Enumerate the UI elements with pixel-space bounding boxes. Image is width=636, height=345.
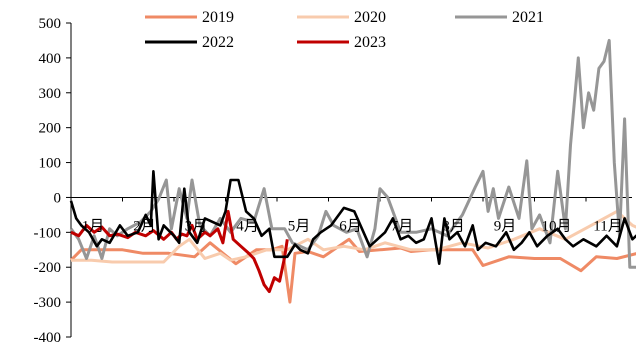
x-tick-label: 9月 <box>494 218 517 234</box>
x-tick-label: 7月 <box>391 218 414 234</box>
chart-axes: -400 -300 -200 -100 0 100 200 300 400 500 <box>34 16 632 345</box>
x-tick-label: 1月 <box>82 218 105 234</box>
x-tick-label: 11月 <box>593 218 622 234</box>
legend-label: 2022 <box>202 34 234 51</box>
x-tick-label: 6月 <box>339 218 362 234</box>
y-tick-label: -200 <box>34 260 62 276</box>
y-tick-label: 100 <box>39 156 62 172</box>
x-tick-label: 10月 <box>541 218 571 234</box>
y-tick-label: 0 <box>54 190 62 206</box>
legend-label: 2019 <box>202 9 234 26</box>
y-tick-label: -100 <box>34 225 62 241</box>
legend-item-2022: 2022 <box>145 34 234 51</box>
y-tick-label: 200 <box>39 121 62 137</box>
y-tick-label: 500 <box>39 16 62 32</box>
x-tick-label: 3月 <box>185 218 208 234</box>
series-line-2021 <box>69 38 636 269</box>
y-tick-label: 400 <box>39 51 62 67</box>
x-tick-label: 4月 <box>236 218 259 234</box>
series-line-2019 <box>69 237 636 304</box>
legend-item-2020: 2020 <box>297 9 386 26</box>
series-lines <box>69 38 636 304</box>
y-tick-label: -300 <box>34 295 62 311</box>
legend-item-2023: 2023 <box>297 34 386 51</box>
legend-item-2019: 2019 <box>145 9 234 26</box>
x-tick-labels: 1月2月3月4月5月6月7月8月9月10月11月12月 <box>82 218 623 234</box>
y-tick-label: 300 <box>39 86 62 102</box>
legend-item-2021: 2021 <box>455 9 544 26</box>
legend-label: 2021 <box>512 9 544 26</box>
y-tick-label: -400 <box>34 330 62 345</box>
x-tick-label: 2月 <box>133 218 156 234</box>
legend: 2019 2020 2021 2022 2023 <box>145 9 544 51</box>
x-tick-label: 8月 <box>442 218 465 234</box>
series-line-2022 <box>69 170 636 265</box>
legend-label: 2020 <box>354 9 386 26</box>
legend-label: 2023 <box>354 34 386 51</box>
x-tick-label: 5月 <box>288 218 311 234</box>
